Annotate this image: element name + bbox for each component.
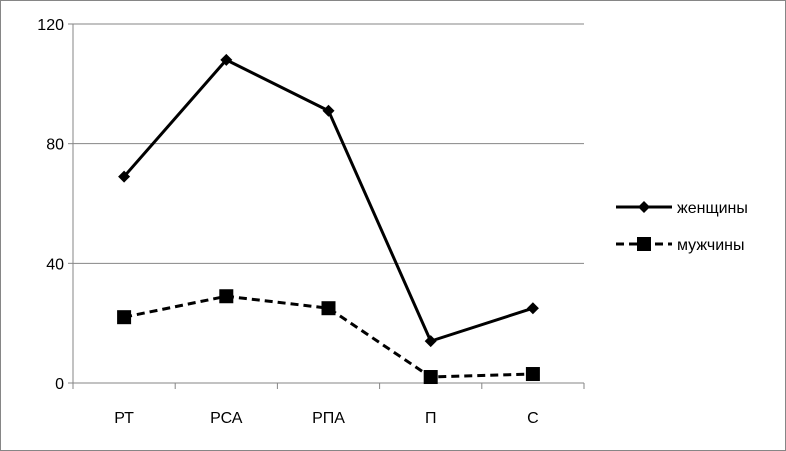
series-men [117,289,540,385]
data-point-marker [322,104,335,117]
data-point-marker [526,302,539,315]
x-axis-tick-labels: РТ РСА РПА П С [114,410,538,427]
legend-label: мужчины [677,237,745,254]
legend-label: женщины [677,200,748,217]
series-line [123,294,533,379]
x-tick-label: РПА [312,410,345,427]
x-tick-label: С [527,410,539,427]
data-point-marker [118,170,131,183]
y-tick-label: 120 [37,17,64,34]
y-tick-label: 40 [46,256,64,273]
data-point-marker [525,367,540,382]
legend: женщины мужчины [616,200,748,254]
series-women [118,53,539,348]
x-tick-label: РСА [210,410,243,427]
data-point-marker [219,289,234,304]
gridlines [73,23,584,264]
legend-item: женщины [616,200,748,217]
data-point-marker [220,53,233,66]
y-tick-label: 80 [46,137,64,154]
legend-marker [637,237,651,251]
legend-item: мужчины [616,237,745,254]
data-point-marker [321,301,336,316]
series-line [122,58,534,343]
axes [68,23,585,389]
data-point-marker [424,335,437,348]
y-axis-tick-labels: 0 40 80 120 [37,17,64,393]
data-point-marker [423,370,438,385]
y-tick-label: 0 [55,376,64,393]
legend-marker [638,201,650,213]
series-layer [117,53,540,385]
x-tick-label: РТ [114,410,134,427]
data-point-marker [117,310,132,325]
x-tick-label: П [425,410,437,427]
